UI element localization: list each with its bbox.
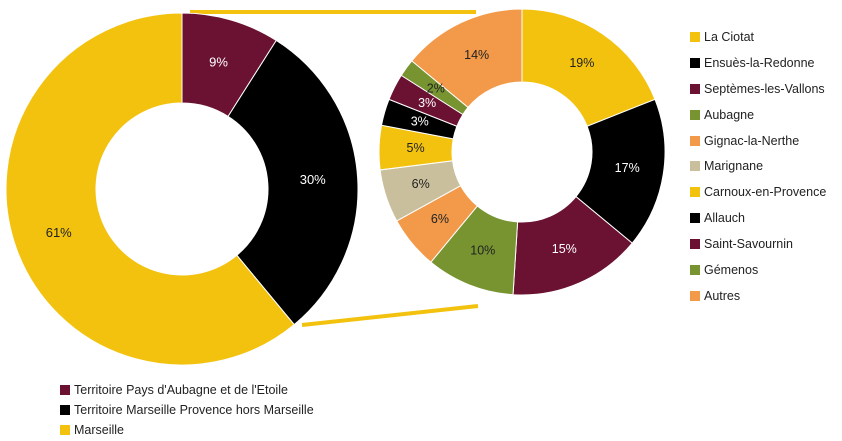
legend-swatch — [690, 135, 700, 146]
main-slice-marseille — [5, 12, 295, 366]
legend-item-saint-savournin: Saint-Savournin — [690, 231, 826, 257]
legend-item-allauch: Allauch — [690, 205, 826, 231]
legend-label: Septèmes-les-Vallons — [704, 81, 825, 96]
legend-label: La Ciotat — [704, 29, 755, 44]
legend-label: Ensuès-la-Redonne — [704, 55, 815, 70]
connector-line-bottom — [301, 304, 479, 327]
detail-label-la-ciotat: 19% — [569, 56, 594, 70]
main-slice-territoire-marseille-provence-hors-marseille — [227, 39, 359, 326]
legend-swatch — [690, 290, 700, 301]
legend-swatch — [690, 161, 700, 172]
legend-item-septemes-les-vallons: Septèmes-les-Vallons — [690, 76, 826, 102]
legend-item-la-ciotat: La Ciotat — [690, 24, 826, 50]
legend-item-marignane: Marignane — [690, 153, 826, 179]
legend-swatch — [690, 57, 700, 68]
legend-swatch — [690, 31, 700, 42]
legend-item-territoire-pays-d-aubagne-et-de-l-etoile: Territoire Pays d'Aubagne et de l'Etoile — [60, 380, 314, 400]
legend-label: Territoire Marseille Provence hors Marse… — [74, 403, 314, 417]
legend-item-territoire-marseille-provence-hors-marseille: Territoire Marseille Provence hors Marse… — [60, 400, 314, 420]
legend-label: Carnoux-en-Provence — [704, 185, 827, 200]
legend-label: Saint-Savournin — [704, 237, 793, 252]
legend-item-carnoux-en-provence: Carnoux-en-Provence — [690, 179, 826, 205]
main-label-marseille: 61% — [46, 225, 72, 240]
detail-label-ensues-la-redonne: 17% — [615, 161, 640, 175]
legend-label: Gémenos — [704, 262, 759, 277]
legend-swatch — [690, 83, 700, 94]
legend-label: Marseille — [74, 423, 125, 437]
legend-swatch — [690, 213, 700, 224]
legend-swatch — [690, 109, 700, 120]
detail-label-saint-savournin: 3% — [418, 96, 436, 110]
legend-swatch — [60, 425, 70, 435]
legend-swatch — [60, 405, 70, 415]
detail-label-carnoux-en-provence: 5% — [407, 141, 425, 155]
legend-swatch — [690, 239, 700, 250]
legend-item-marseille: Marseille — [60, 420, 314, 440]
legend-item-autres: Autres — [690, 283, 826, 309]
legend-swatch — [60, 385, 70, 395]
main-label-territoire-pays-d-aubagne-et-de-l-etoile: 9% — [209, 55, 228, 70]
detail-label-septemes-les-vallons: 15% — [552, 242, 577, 256]
detail-label-allauch: 3% — [411, 115, 429, 129]
legend-label: Marignane — [704, 159, 764, 174]
detail-label-autres: 14% — [464, 48, 489, 62]
detail-label-gignac-la-nerthe: 6% — [431, 212, 449, 226]
detail-slice-autres — [411, 8, 523, 109]
detail-slice-ensues-la-redonne — [575, 98, 666, 244]
legend-label: Allauch — [704, 211, 745, 226]
detail-slice-la-ciotat — [521, 8, 656, 127]
detail-legend: La Ciotat Ensuès-la-Redonne Septèmes-les-V… — [690, 24, 826, 309]
main-legend: Territoire Pays d'Aubagne et de l'Etoile… — [60, 380, 314, 440]
legend-item-aubagne: Aubagne — [690, 102, 826, 128]
detail-label-gemenos: 2% — [427, 82, 445, 96]
detail-donut-labels: 19%17%15%10%6%6%5%3%3%2%14% — [407, 48, 640, 257]
detail-label-aubagne: 10% — [470, 243, 495, 257]
legend-label: Aubagne — [704, 107, 755, 122]
legend-label: Gignac-la-Nerthe — [704, 133, 800, 148]
legend-swatch — [690, 187, 700, 198]
main-donut — [5, 12, 359, 366]
legend-item-ensues-la-redonne: Ensuès-la-Redonne — [690, 50, 826, 76]
legend-label: Territoire Pays d'Aubagne et de l'Etoile — [74, 383, 288, 397]
legend-swatch — [690, 264, 700, 275]
detail-label-marignane: 6% — [412, 177, 430, 191]
legend-item-gignac-la-nerthe: Gignac-la-Nerthe — [690, 128, 826, 154]
legend-label: Autres — [704, 288, 741, 303]
legend-item-gemenos: Gémenos — [690, 257, 826, 283]
main-label-territoire-marseille-provence-hors-marseille: 30% — [300, 172, 326, 187]
main-donut-labels: 9% 30% 61% — [46, 55, 326, 240]
detail-donut — [378, 8, 666, 296]
